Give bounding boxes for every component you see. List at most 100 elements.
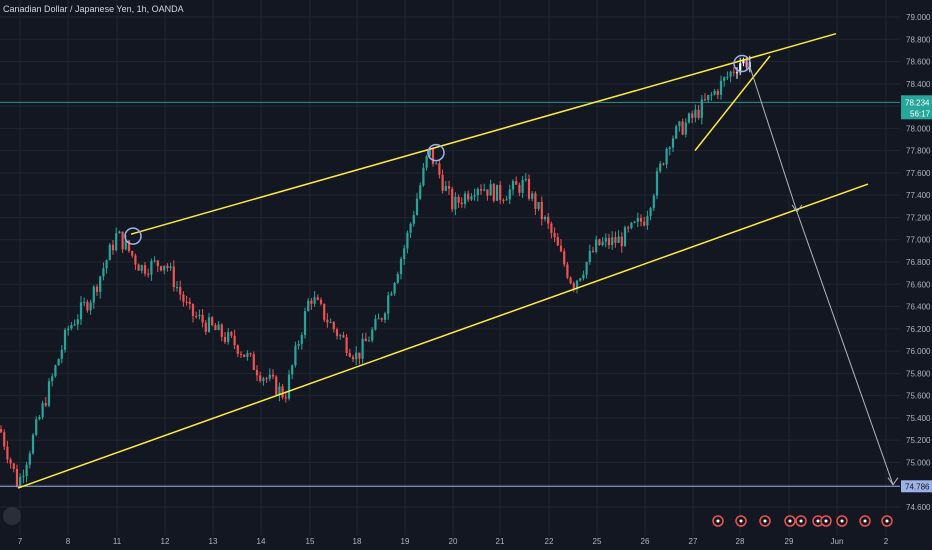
candle-up — [415, 198, 419, 215]
candle-down — [323, 303, 326, 320]
candle-up — [383, 313, 387, 320]
candle-up — [735, 72, 739, 74]
price-tick-label: 78.000 — [906, 124, 931, 133]
candle-down — [614, 237, 617, 243]
target-price-badge — [901, 480, 932, 493]
candle-up — [47, 381, 51, 406]
candle-down — [15, 468, 19, 487]
candle-up — [163, 265, 166, 271]
candle-down — [460, 202, 463, 205]
tradingview-logo-icon[interactable] — [3, 507, 21, 525]
candle-up — [150, 260, 153, 275]
candle-down — [547, 216, 550, 224]
time-axis[interactable]: 7 8 11 12 13 14 15 18 19 20 21 22 25 26 27 28 29 Jun 2 — [18, 537, 889, 546]
price-tick-label: 78.400 — [906, 80, 931, 89]
candle-down — [457, 196, 460, 203]
candle-down — [143, 265, 147, 274]
candle-down — [639, 217, 643, 222]
candle-down — [204, 322, 207, 332]
candle-up — [713, 90, 716, 95]
candle-up — [227, 332, 230, 342]
candle-down — [265, 378, 268, 380]
price-tick-label: 76.000 — [906, 347, 931, 356]
price-tick-label: 76.200 — [906, 325, 931, 334]
high-marker-circle — [733, 54, 751, 73]
candle-up — [115, 233, 118, 251]
candle-up — [35, 419, 38, 435]
candle-up — [268, 374, 271, 379]
candle-up — [588, 250, 591, 263]
candle-down — [134, 255, 137, 265]
candle-down — [281, 386, 284, 398]
candle-down — [220, 324, 223, 337]
candle-down — [342, 335, 345, 338]
time-tick-label: Jun — [831, 537, 844, 546]
price-tick-label: 75.200 — [906, 436, 931, 445]
candle-up — [140, 265, 143, 271]
candle-up — [108, 244, 111, 261]
candle-down — [233, 335, 236, 346]
candle-up — [617, 236, 620, 243]
candle-up — [102, 268, 105, 277]
price-tick-label: 75.600 — [906, 392, 931, 401]
candle-up — [726, 76, 729, 78]
candle-up — [671, 138, 675, 148]
candle-up — [262, 378, 265, 381]
target-price-label: 74.786 — [905, 482, 930, 491]
candle-up — [377, 318, 380, 320]
candle-up — [473, 195, 476, 197]
candle-up — [723, 77, 726, 81]
event-dot — [799, 519, 803, 523]
candle-down — [447, 186, 451, 189]
candle-down — [195, 315, 198, 317]
candle-down — [563, 251, 566, 265]
candle-down — [627, 227, 630, 229]
candle-down — [275, 376, 278, 395]
price-tick-label: 77.200 — [906, 213, 931, 222]
candle-up — [31, 434, 35, 454]
candle-down — [185, 301, 188, 303]
candle-up — [92, 286, 95, 303]
candle-up — [38, 417, 41, 420]
candle-up — [694, 109, 697, 118]
candle-down — [732, 71, 735, 73]
candle-up — [51, 376, 54, 382]
candle-down — [348, 352, 351, 357]
candle-up — [329, 322, 332, 324]
candle-down — [431, 147, 435, 164]
event-dot — [863, 519, 867, 523]
symbol-title[interactable]: Canadian Dollar / Japanese Yen, 1h, OAND… — [3, 4, 184, 14]
price-tick-label: 74.600 — [906, 503, 931, 512]
candle-up — [361, 338, 364, 359]
candle-down — [249, 353, 252, 355]
event-markers[interactable] — [712, 515, 893, 527]
candle-up — [655, 171, 659, 196]
price-axis[interactable]: 79.00078.80078.60078.40078.20078.00077.8… — [900, 0, 932, 550]
candle-up — [511, 181, 515, 190]
candle-down — [451, 188, 454, 210]
candle-down — [259, 375, 262, 381]
event-dot — [885, 519, 889, 523]
candle-up — [198, 314, 201, 317]
price-tick-label: 76.400 — [906, 303, 931, 312]
time-tick-label: 26 — [641, 537, 650, 546]
candle-up — [287, 374, 291, 399]
candle-up — [505, 199, 508, 201]
candle-up — [595, 239, 598, 252]
candle-down — [95, 286, 99, 292]
candle-down — [147, 273, 150, 275]
candle-up — [73, 324, 76, 326]
price-tick-label: 75.800 — [906, 369, 931, 378]
candle-up — [217, 324, 220, 330]
candle-up — [67, 328, 70, 331]
candle-up — [396, 273, 399, 284]
wedge-support-line — [694, 55, 771, 152]
candle-up — [543, 216, 547, 220]
candle-up — [79, 302, 83, 320]
candle-up — [175, 287, 179, 289]
candle-up — [63, 330, 67, 350]
time-tick-label: 15 — [306, 537, 315, 546]
candle-down — [243, 354, 246, 357]
candle-down — [111, 244, 115, 251]
